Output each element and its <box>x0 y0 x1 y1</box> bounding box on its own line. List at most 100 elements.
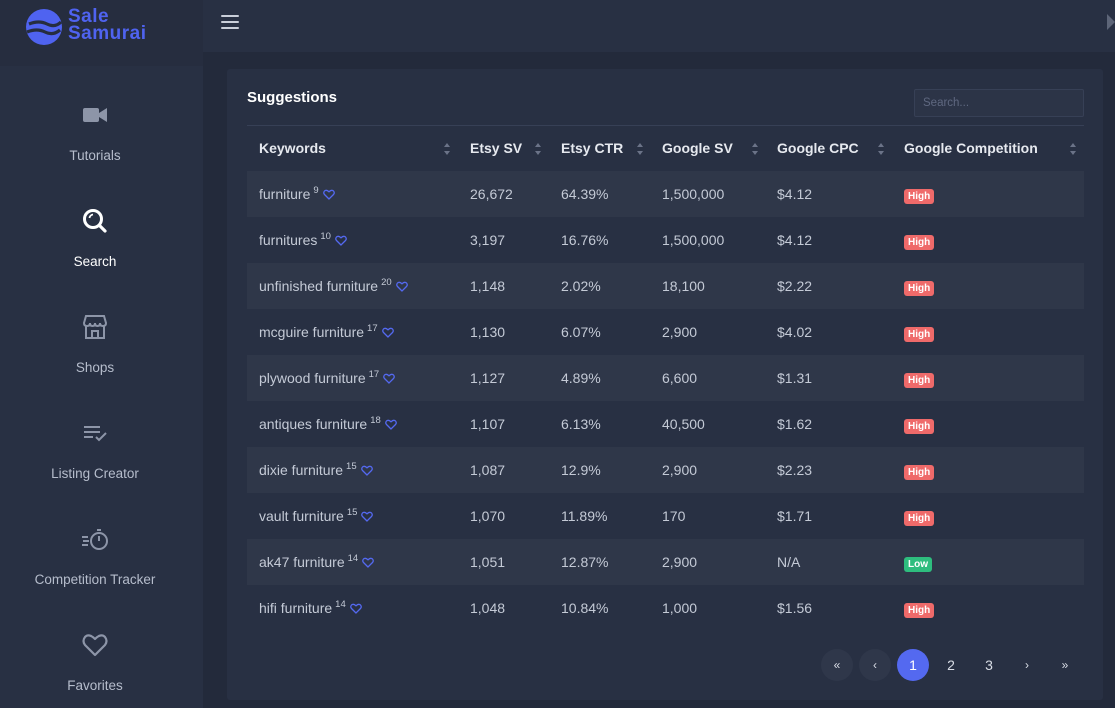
page-button-2[interactable]: 2 <box>947 657 955 673</box>
cell-google-sv: 2,900 <box>662 462 698 478</box>
table-row: furnitures 10 3,197 16.76% 1,500,000 $4.12 Hig… <box>247 217 1084 263</box>
cell-google-cpc: $1.71 <box>777 508 813 524</box>
cell-google-sv: 2,900 <box>662 554 698 570</box>
sidebar-item-listing-creator[interactable]: Listing Creator <box>0 418 203 518</box>
cell-etsy-sv: 1,087 <box>470 462 506 478</box>
sidebar: Sale Samurai Tutorials Search <box>0 0 203 708</box>
cell-etsy-ctr: 16.76% <box>561 232 609 248</box>
cell-google-cpc: $4.12 <box>777 186 813 202</box>
sidebar-item-shops[interactable]: Shops <box>0 312 203 412</box>
column-header-google-sv[interactable]: Google SV <box>662 126 762 172</box>
collapse-arrow-icon[interactable] <box>1107 12 1115 32</box>
storefront-icon <box>82 315 108 339</box>
sort-icon[interactable] <box>877 142 885 156</box>
favorite-heart-icon[interactable] <box>361 511 374 522</box>
keyword-link[interactable]: mcguire furniture <box>259 324 365 340</box>
sort-icon[interactable] <box>1069 142 1077 156</box>
brand-name: Sale Samurai <box>68 6 147 44</box>
column-header-google-competition[interactable]: Google Competition <box>904 126 1064 172</box>
favorite-heart-icon[interactable] <box>381 327 394 338</box>
favorite-heart-icon[interactable] <box>335 235 347 246</box>
sidebar-item-tutorials[interactable]: Tutorials <box>0 100 203 200</box>
sort-icon[interactable] <box>534 142 542 156</box>
cell-google-sv: 1,500,000 <box>662 232 725 248</box>
keyword-link[interactable]: furnitures <box>259 232 318 248</box>
favorite-heart-icon[interactable] <box>322 189 335 200</box>
keyword-link[interactable]: furniture <box>259 186 311 202</box>
cell-keyword: plywood furniture 17 <box>259 355 396 401</box>
brand-line-2: Samurai <box>68 23 147 44</box>
table-row: furniture 9 26,672 64.39% 1,500,000 $4.12 High <box>247 171 1084 217</box>
favorite-heart-icon[interactable] <box>383 373 396 384</box>
favorite-heart-icon[interactable] <box>362 557 375 568</box>
top-bar <box>203 0 1115 52</box>
sidebar-item-search[interactable]: Search <box>0 206 203 306</box>
table-row: mcguire furniture 17 1,130 6.07% 2,900 $4.02 H… <box>247 309 1084 355</box>
prev-page-button[interactable]: ‹ <box>859 649 891 681</box>
table-row: hifi furniture 14 1,048 10.84% 1,000 $1.56 Hig… <box>247 585 1084 631</box>
stopwatch-icon <box>82 529 108 550</box>
logo-mark-icon <box>26 9 63 45</box>
keyword-link[interactable]: hifi furniture <box>259 600 333 616</box>
suggestions-card: Suggestions Keywords Etsy SV Etsy CTR Go… <box>227 69 1103 700</box>
search-input[interactable] <box>914 89 1084 117</box>
favorite-heart-icon[interactable] <box>384 419 397 430</box>
column-header-google-cpc[interactable]: Google CPC <box>777 126 887 172</box>
keyword-link[interactable]: vault furniture <box>259 508 344 524</box>
cell-google-cpc: $4.12 <box>777 232 813 248</box>
sidebar-item-label: Favorites <box>67 678 123 693</box>
table-body: furniture 9 26,672 64.39% 1,500,000 $4.12 High… <box>247 171 1084 631</box>
cell-etsy-sv: 26,672 <box>470 186 513 202</box>
video-camera-icon <box>83 108 107 122</box>
column-header-label: Google Competition <box>904 140 1038 156</box>
menu-toggle-icon[interactable] <box>221 15 239 31</box>
competition-badge: High <box>904 602 935 618</box>
sort-icon[interactable] <box>636 142 644 156</box>
last-page-button[interactable]: » <box>1061 658 1069 672</box>
favorite-heart-icon[interactable] <box>360 465 373 476</box>
table-header: Keywords Etsy SV Etsy CTR Google SV Goog… <box>247 125 1084 171</box>
sort-icon[interactable] <box>751 142 759 156</box>
keyword-link[interactable]: antiques furniture <box>259 416 368 432</box>
column-header-etsy-sv[interactable]: Etsy SV <box>470 126 550 172</box>
cell-etsy-ctr: 10.84% <box>561 600 609 616</box>
card-title: Suggestions <box>247 89 338 106</box>
sidebar-item-competition-tracker[interactable]: Competition Tracker <box>0 524 203 624</box>
cell-google-sv: 170 <box>662 508 686 524</box>
keyword-count: 18 <box>370 415 381 426</box>
column-header-label: Google SV <box>662 140 733 156</box>
cell-etsy-sv: 1,148 <box>470 278 506 294</box>
cell-google-competition: High <box>904 217 935 263</box>
cell-etsy-ctr: 64.39% <box>561 186 609 202</box>
sidebar-item-label: Listing Creator <box>51 466 139 481</box>
sort-icon[interactable] <box>443 142 451 156</box>
table-row: dixie furniture 15 1,087 12.9% 2,900 $2.23 Hig… <box>247 447 1084 493</box>
cell-etsy-ctr: 12.9% <box>561 462 601 478</box>
sidebar-item-label: Shops <box>75 360 115 375</box>
keyword-link[interactable]: unfinished furniture <box>259 278 379 294</box>
column-header-keywords[interactable]: Keywords <box>259 126 459 172</box>
column-header-etsy-ctr[interactable]: Etsy CTR <box>561 126 651 172</box>
keyword-count: 14 <box>347 553 359 564</box>
cell-etsy-sv: 3,197 <box>470 232 506 248</box>
sidebar-item-favorites[interactable]: Favorites <box>0 630 203 708</box>
page-button-3[interactable]: 3 <box>985 657 993 673</box>
cell-etsy-ctr: 6.07% <box>561 324 601 340</box>
cell-google-cpc: N/A <box>777 554 801 570</box>
keyword-link[interactable]: plywood furniture <box>259 370 366 386</box>
brand-logo[interactable]: Sale Samurai <box>0 0 203 66</box>
brand-line-1: Sale <box>68 6 110 27</box>
cell-google-sv: 2,900 <box>662 324 698 340</box>
page-button-1[interactable]: 1 <box>897 649 929 681</box>
table-row: vault furniture 15 1,070 11.89% 170 $1.71 High <box>247 493 1084 539</box>
first-page-button[interactable]: « <box>821 649 853 681</box>
cell-google-competition: Low <box>904 539 932 585</box>
keyword-link[interactable]: dixie furniture <box>259 462 344 478</box>
keyword-link[interactable]: ak47 furniture <box>259 554 345 570</box>
next-page-button[interactable]: › <box>1025 658 1029 672</box>
column-header-label: Google CPC <box>777 140 859 156</box>
favorite-heart-icon[interactable] <box>349 603 362 614</box>
cell-google-cpc: $1.31 <box>777 370 813 386</box>
favorite-heart-icon[interactable] <box>395 281 408 292</box>
cell-keyword: dixie furniture 15 <box>259 447 373 493</box>
